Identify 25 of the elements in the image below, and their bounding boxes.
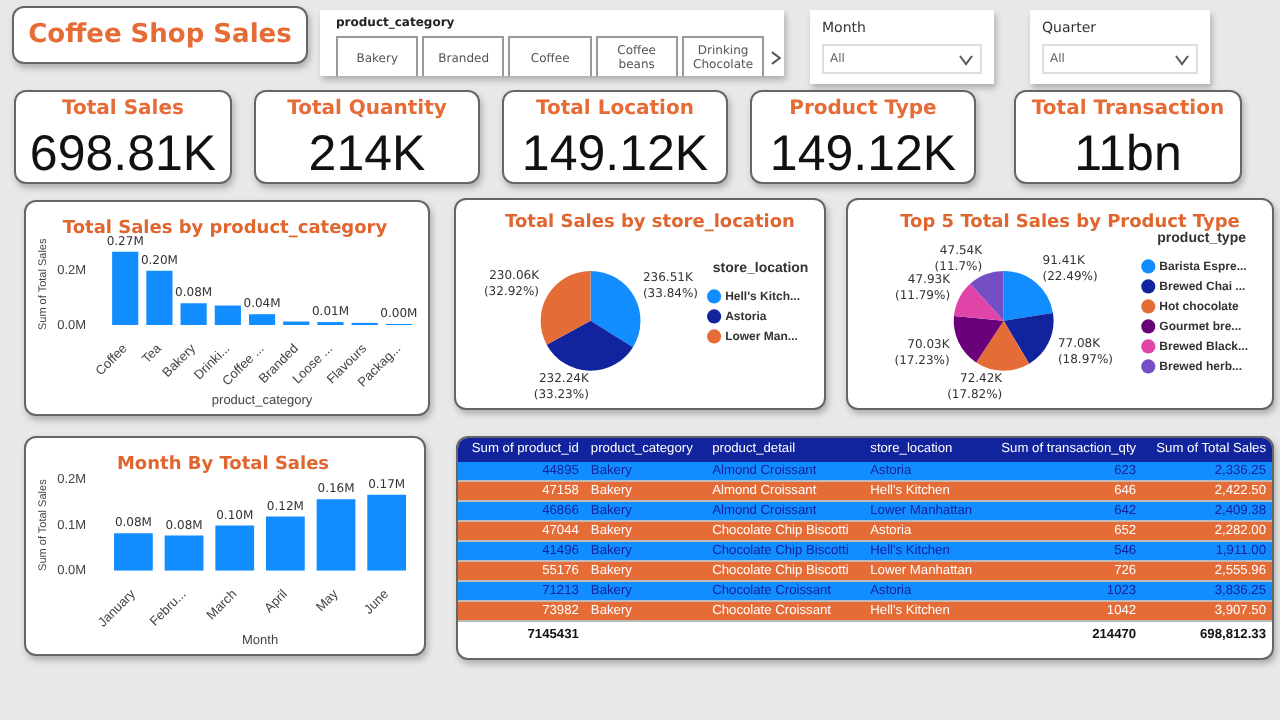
text: Total Sales (60, 98, 186, 120)
bar (112, 251, 139, 326)
bar (180, 303, 207, 326)
text: 149.12K (767, 126, 959, 184)
text: 149.12K (519, 126, 711, 184)
chart-title: Total Sales by store_location (505, 213, 795, 234)
bar (114, 533, 153, 571)
text: 698.81K (27, 126, 219, 184)
text: Total Transaction (1029, 98, 1227, 120)
bar (367, 494, 407, 571)
chart-title: Month By Total Sales (116, 455, 330, 476)
text: 11bn (1072, 126, 1184, 184)
text: Total Quantity (285, 98, 449, 120)
bar (146, 270, 173, 326)
text: Coffee Shop Sales (14, 8, 306, 62)
bar (215, 525, 255, 571)
bar (266, 516, 305, 571)
bar (248, 314, 276, 326)
bar (316, 499, 356, 571)
chart-title: Top 5 Total Sales by Product Type (900, 213, 1240, 234)
text: Product Type (787, 98, 939, 120)
text: 214K (306, 126, 428, 184)
text: Total Location (534, 98, 696, 120)
bar (214, 305, 241, 326)
bar (164, 535, 204, 571)
